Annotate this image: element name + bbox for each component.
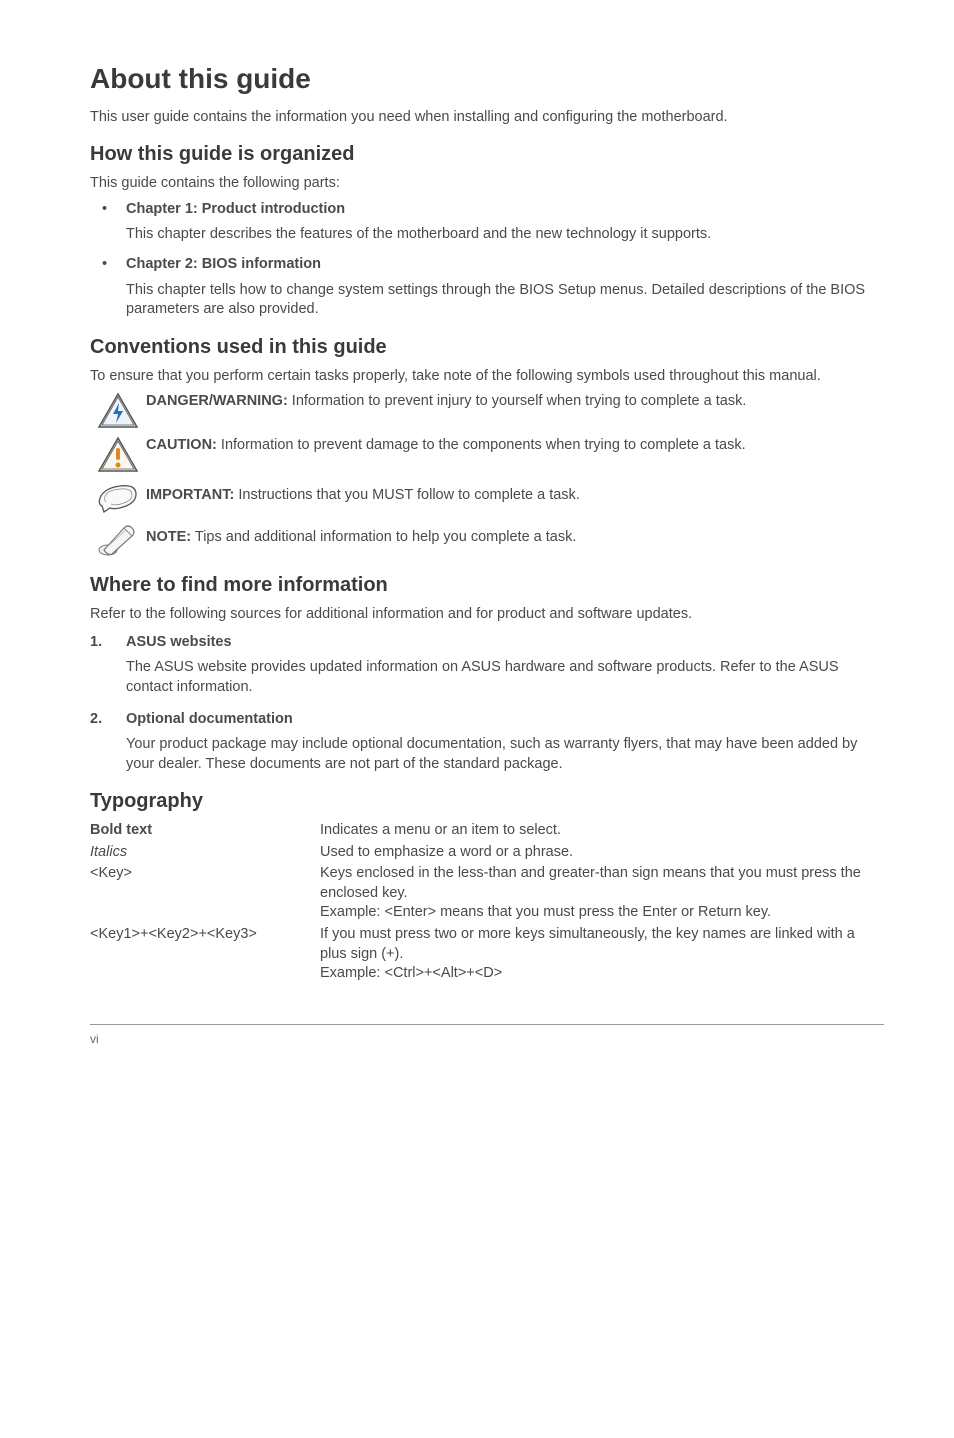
convention-desc: Instructions that you MUST follow to com…	[234, 487, 579, 503]
item-desc: Your product package may include optiona…	[126, 735, 884, 774]
where-item: 2. Optional documentation	[90, 710, 884, 730]
item-title: Optional documentation	[126, 710, 293, 730]
item-number: 2.	[90, 710, 126, 730]
typo-term: <Key1>+<Key2>+<Key3>	[90, 925, 320, 945]
typo-def: If you must press two or more keys simul…	[320, 925, 884, 984]
chapter-item: Chapter 1: Product introduction This cha…	[90, 200, 884, 245]
convention-text: DANGER/WARNING: Information to prevent i…	[146, 392, 884, 412]
convention-row: IMPORTANT: Instructions that you MUST fo…	[90, 480, 884, 514]
convention-desc: Information to prevent damage to the com…	[217, 437, 746, 453]
chapter-title: Chapter 1: Product introduction	[126, 201, 345, 217]
convention-row: DANGER/WARNING: Information to prevent i…	[90, 392, 884, 430]
intro-text: This user guide contains the information…	[90, 108, 884, 128]
convention-text: CAUTION: Information to prevent damage t…	[146, 436, 884, 456]
important-icon	[90, 480, 146, 514]
convention-label: CAUTION:	[146, 437, 217, 453]
chapter-item: Chapter 2: BIOS information This chapter…	[90, 255, 884, 320]
typo-row: Italics Used to emphasize a word or a ph…	[90, 843, 884, 863]
typo-def: Keys enclosed in the less-than and great…	[320, 864, 884, 923]
typo-def-line: Keys enclosed in the less-than and great…	[320, 864, 884, 903]
convention-text: IMPORTANT: Instructions that you MUST fo…	[146, 480, 884, 506]
caution-icon	[90, 436, 146, 474]
chapter-title: Chapter 2: BIOS information	[126, 256, 321, 272]
typo-def: Indicates a menu or an item to select.	[320, 821, 884, 841]
typo-term: Italics	[90, 843, 320, 863]
page-title: About this guide	[90, 60, 884, 98]
typo-term: Bold text	[90, 821, 320, 841]
page-footer: vi	[90, 1024, 884, 1047]
convention-row: CAUTION: Information to prevent damage t…	[90, 436, 884, 474]
organized-intro: This guide contains the following parts:	[90, 174, 884, 194]
conventions-heading: Conventions used in this guide	[90, 334, 884, 361]
typo-def: Used to emphasize a word or a phrase.	[320, 843, 884, 863]
chapter-desc: This chapter describes the features of t…	[126, 225, 884, 245]
convention-desc: Tips and additional information to help …	[191, 529, 576, 545]
convention-row: NOTE: Tips and additional information to…	[90, 520, 884, 558]
where-intro: Refer to the following sources for addit…	[90, 605, 884, 625]
where-heading: Where to find more information	[90, 572, 884, 599]
item-desc: The ASUS website provides updated inform…	[126, 658, 884, 697]
where-item: 1. ASUS websites	[90, 633, 884, 653]
typo-row: <Key1>+<Key2>+<Key3> If you must press t…	[90, 925, 884, 984]
chapter-list: Chapter 1: Product introduction This cha…	[90, 200, 884, 320]
typo-def-line: Example: <Enter> means that you must pre…	[320, 903, 884, 923]
convention-label: IMPORTANT:	[146, 487, 234, 503]
where-list: 1. ASUS websites The ASUS website provid…	[90, 633, 884, 774]
typography-heading: Typography	[90, 788, 884, 815]
convention-text: NOTE: Tips and additional information to…	[146, 520, 884, 548]
typo-row: Bold text Indicates a menu or an item to…	[90, 821, 884, 841]
convention-label: DANGER/WARNING:	[146, 393, 288, 409]
note-icon	[90, 520, 146, 558]
typo-term: <Key>	[90, 864, 320, 884]
typo-def-line: If you must press two or more keys simul…	[320, 925, 884, 964]
typo-def-line: Example: <Ctrl>+<Alt>+<D>	[320, 964, 884, 984]
organized-heading: How this guide is organized	[90, 141, 884, 168]
item-title: ASUS websites	[126, 633, 232, 653]
item-number: 1.	[90, 633, 126, 653]
convention-desc: Information to prevent injury to yoursel…	[288, 393, 747, 409]
conventions-intro: To ensure that you perform certain tasks…	[90, 367, 884, 387]
typo-row: <Key> Keys enclosed in the less-than and…	[90, 864, 884, 923]
chapter-desc: This chapter tells how to change system …	[126, 281, 884, 320]
convention-label: NOTE:	[146, 529, 191, 545]
danger-icon	[90, 392, 146, 430]
page-number: vi	[90, 1032, 99, 1046]
